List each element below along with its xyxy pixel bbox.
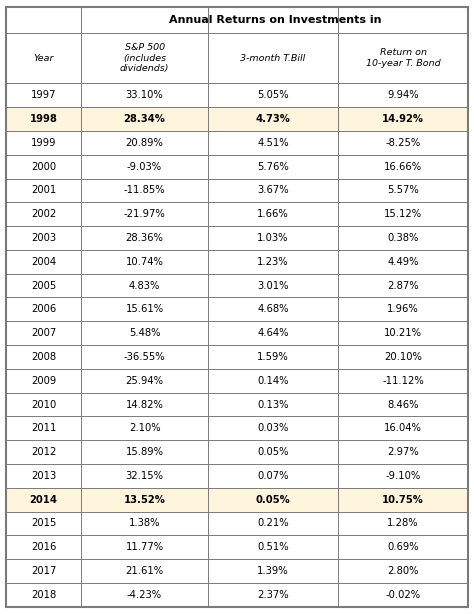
Text: 5.05%: 5.05% xyxy=(257,90,289,100)
Text: 15.61%: 15.61% xyxy=(126,305,164,314)
Text: 2002: 2002 xyxy=(31,209,56,219)
Text: 28.36%: 28.36% xyxy=(126,233,164,243)
Text: 1999: 1999 xyxy=(31,138,56,148)
Text: 10.74%: 10.74% xyxy=(126,257,164,267)
Text: 1.96%: 1.96% xyxy=(387,305,419,314)
Text: 2000: 2000 xyxy=(31,161,56,172)
Text: 8.46%: 8.46% xyxy=(387,400,419,410)
Text: -0.02%: -0.02% xyxy=(386,589,421,600)
Text: 0.69%: 0.69% xyxy=(387,542,419,552)
Text: -4.23%: -4.23% xyxy=(127,589,162,600)
Text: 1.59%: 1.59% xyxy=(257,352,289,362)
Text: 5.57%: 5.57% xyxy=(387,185,419,195)
Text: 20.89%: 20.89% xyxy=(126,138,164,148)
Text: 2001: 2001 xyxy=(31,185,56,195)
Text: 1.66%: 1.66% xyxy=(257,209,289,219)
Text: 3.01%: 3.01% xyxy=(257,281,289,290)
Text: 4.68%: 4.68% xyxy=(257,305,289,314)
Text: 2.87%: 2.87% xyxy=(387,281,419,290)
Text: 2.80%: 2.80% xyxy=(387,566,419,576)
Text: Annual Returns on Investments in: Annual Returns on Investments in xyxy=(169,15,381,25)
Text: 9.94%: 9.94% xyxy=(387,90,419,100)
Text: 3.67%: 3.67% xyxy=(257,185,289,195)
Text: -9.03%: -9.03% xyxy=(127,161,162,172)
Text: 2.97%: 2.97% xyxy=(387,447,419,457)
Text: 1.23%: 1.23% xyxy=(257,257,289,267)
Text: 15.89%: 15.89% xyxy=(126,447,164,457)
Text: Year: Year xyxy=(33,53,54,63)
Text: 2017: 2017 xyxy=(31,566,56,576)
Text: 0.51%: 0.51% xyxy=(257,542,289,552)
Text: 1.38%: 1.38% xyxy=(129,518,160,529)
Text: 4.49%: 4.49% xyxy=(387,257,419,267)
Text: 2018: 2018 xyxy=(31,589,56,600)
Text: 2009: 2009 xyxy=(31,376,56,386)
Text: 0.14%: 0.14% xyxy=(257,376,289,386)
Text: 1.28%: 1.28% xyxy=(387,518,419,529)
Text: -9.10%: -9.10% xyxy=(385,471,421,481)
Text: 10.75%: 10.75% xyxy=(382,495,424,505)
Text: 28.34%: 28.34% xyxy=(124,114,165,124)
Text: 2004: 2004 xyxy=(31,257,56,267)
Text: 5.76%: 5.76% xyxy=(257,161,289,172)
Text: 2008: 2008 xyxy=(31,352,56,362)
Text: 2003: 2003 xyxy=(31,233,56,243)
Text: 2.10%: 2.10% xyxy=(129,423,160,433)
Text: 20.10%: 20.10% xyxy=(384,352,422,362)
Text: 2010: 2010 xyxy=(31,400,56,410)
Text: 5.48%: 5.48% xyxy=(129,328,160,338)
Text: 1998: 1998 xyxy=(29,114,57,124)
Text: 2006: 2006 xyxy=(31,305,56,314)
Text: 0.05%: 0.05% xyxy=(255,495,290,505)
Text: 14.92%: 14.92% xyxy=(382,114,424,124)
Text: 10.21%: 10.21% xyxy=(384,328,422,338)
Text: 33.10%: 33.10% xyxy=(126,90,164,100)
Text: -11.85%: -11.85% xyxy=(124,185,165,195)
Text: 2013: 2013 xyxy=(31,471,56,481)
Text: 2.37%: 2.37% xyxy=(257,589,289,600)
Text: 0.07%: 0.07% xyxy=(257,471,289,481)
Text: 3-month T.Bill: 3-month T.Bill xyxy=(240,53,306,63)
Text: 0.13%: 0.13% xyxy=(257,400,289,410)
Text: 25.94%: 25.94% xyxy=(126,376,164,386)
Text: -8.25%: -8.25% xyxy=(385,138,421,148)
Text: 4.51%: 4.51% xyxy=(257,138,289,148)
Text: S&P 500
(includes
dividends): S&P 500 (includes dividends) xyxy=(120,43,169,73)
Text: Return on
10-year T. Bond: Return on 10-year T. Bond xyxy=(366,48,440,68)
Text: -36.55%: -36.55% xyxy=(124,352,165,362)
Text: 0.03%: 0.03% xyxy=(257,423,289,433)
Text: 21.61%: 21.61% xyxy=(126,566,164,576)
Text: 4.73%: 4.73% xyxy=(255,114,291,124)
Text: 32.15%: 32.15% xyxy=(126,471,164,481)
Text: 0.38%: 0.38% xyxy=(387,233,419,243)
Text: 1.39%: 1.39% xyxy=(257,566,289,576)
Text: 0.21%: 0.21% xyxy=(257,518,289,529)
Text: 2015: 2015 xyxy=(31,518,56,529)
Text: 2007: 2007 xyxy=(31,328,56,338)
Text: 1997: 1997 xyxy=(31,90,56,100)
Text: -21.97%: -21.97% xyxy=(124,209,165,219)
Text: -11.12%: -11.12% xyxy=(383,376,424,386)
Text: 14.82%: 14.82% xyxy=(126,400,164,410)
Text: 15.12%: 15.12% xyxy=(384,209,422,219)
Text: 2005: 2005 xyxy=(31,281,56,290)
Text: 2016: 2016 xyxy=(31,542,56,552)
Text: 13.52%: 13.52% xyxy=(124,495,165,505)
Text: 2014: 2014 xyxy=(29,495,57,505)
Text: 2012: 2012 xyxy=(31,447,56,457)
Text: 16.66%: 16.66% xyxy=(384,161,422,172)
Text: 0.05%: 0.05% xyxy=(257,447,289,457)
Text: 4.83%: 4.83% xyxy=(129,281,160,290)
Bar xyxy=(6,488,468,511)
Text: 11.77%: 11.77% xyxy=(126,542,164,552)
Text: 2011: 2011 xyxy=(31,423,56,433)
Text: 4.64%: 4.64% xyxy=(257,328,289,338)
Bar xyxy=(6,107,468,131)
Text: 16.04%: 16.04% xyxy=(384,423,422,433)
Text: 1.03%: 1.03% xyxy=(257,233,289,243)
